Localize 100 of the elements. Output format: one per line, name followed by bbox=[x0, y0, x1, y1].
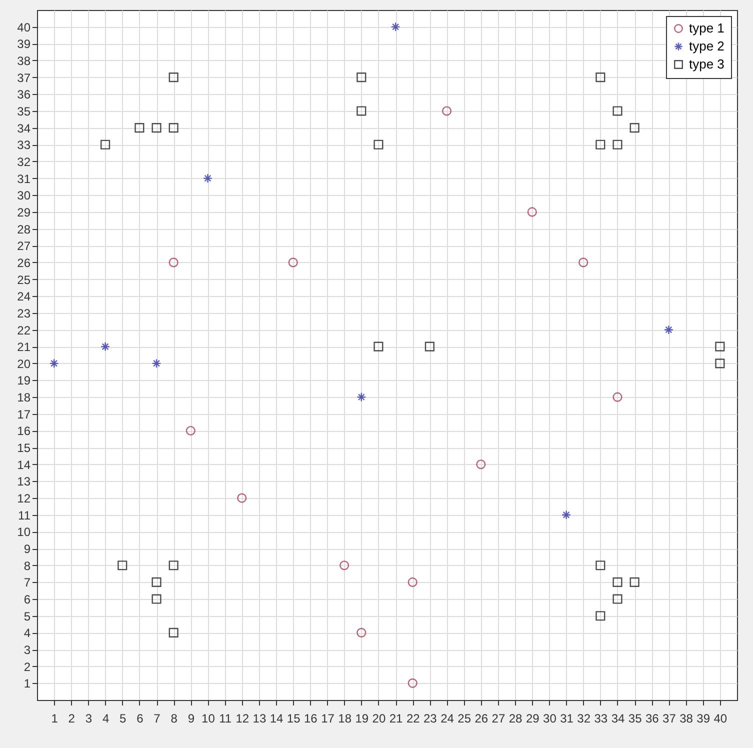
point bbox=[442, 106, 452, 116]
x-tick-label: 3 bbox=[85, 712, 92, 726]
point bbox=[612, 140, 622, 150]
y-tick-label: 28 bbox=[17, 222, 31, 236]
x-tick-label: 9 bbox=[188, 712, 195, 726]
x-tick-label: 24 bbox=[440, 712, 454, 726]
x-tick-label: 37 bbox=[662, 712, 676, 726]
y-tick-label: 1 bbox=[24, 676, 31, 691]
point bbox=[49, 358, 59, 368]
x-tick-label: 25 bbox=[458, 712, 472, 726]
point bbox=[612, 106, 622, 116]
point bbox=[100, 342, 110, 352]
y-tick-label: 21 bbox=[17, 340, 31, 354]
point bbox=[168, 123, 178, 133]
point bbox=[476, 460, 486, 470]
y-tick-label: 24 bbox=[17, 290, 31, 304]
x-tick-label: 27 bbox=[492, 712, 506, 726]
point bbox=[578, 258, 588, 268]
point bbox=[168, 72, 178, 82]
point bbox=[152, 577, 162, 587]
point bbox=[134, 123, 144, 133]
point bbox=[424, 342, 434, 352]
y-tick-label: 40 bbox=[17, 20, 31, 34]
y-tick-label: 36 bbox=[17, 88, 31, 102]
y-tick-label: 12 bbox=[17, 492, 31, 506]
y-tick-label: 7 bbox=[24, 576, 31, 590]
point bbox=[202, 174, 213, 184]
x-tick-label: 31 bbox=[560, 712, 574, 726]
point bbox=[356, 628, 366, 638]
point bbox=[630, 577, 640, 587]
y-tick-label: 5 bbox=[24, 609, 31, 624]
y-tick-label: 26 bbox=[17, 256, 31, 270]
point bbox=[561, 510, 572, 520]
point bbox=[168, 628, 178, 638]
point bbox=[596, 140, 606, 150]
y-tick-label: 33 bbox=[17, 138, 31, 152]
x-tick-label: 20 bbox=[372, 712, 386, 726]
y-tick-label: 31 bbox=[17, 172, 31, 186]
x-tick-label: 12 bbox=[236, 712, 250, 726]
x-tick-label: 30 bbox=[543, 712, 557, 726]
y-tick-label: 23 bbox=[17, 306, 31, 320]
x-tick-label: 26 bbox=[474, 712, 488, 726]
point bbox=[612, 594, 622, 604]
point bbox=[118, 560, 128, 570]
point bbox=[168, 258, 178, 268]
point bbox=[356, 392, 366, 402]
y-tick-label: 27 bbox=[17, 239, 31, 254]
y-tick-label: 10 bbox=[17, 525, 31, 540]
x-tick-label: 7 bbox=[154, 712, 161, 726]
x-tick-label: 4 bbox=[102, 712, 110, 726]
y-tick-label: 34 bbox=[17, 121, 31, 136]
point bbox=[374, 342, 384, 352]
y-tick-label: 3 bbox=[24, 643, 31, 658]
y-tick-label: 39 bbox=[17, 37, 31, 52]
point bbox=[390, 22, 400, 32]
point bbox=[612, 392, 622, 402]
legend-label: type 1 bbox=[689, 20, 724, 36]
x-tick-label: 11 bbox=[219, 712, 232, 726]
x-tick-label: 13 bbox=[252, 712, 266, 726]
y-tick-label: 14 bbox=[17, 458, 31, 472]
y-tick-label: 11 bbox=[18, 508, 31, 522]
x-tick-label: 17 bbox=[321, 712, 335, 726]
y-tick-label: 17 bbox=[17, 407, 31, 422]
y-tick-label: 30 bbox=[17, 188, 31, 203]
x-tick-label: 23 bbox=[424, 712, 438, 726]
y-tick-label: 20 bbox=[17, 356, 31, 371]
point bbox=[664, 324, 674, 335]
point bbox=[186, 426, 196, 436]
legend-label: type 3 bbox=[689, 56, 724, 72]
y-tick-label: 32 bbox=[17, 154, 31, 169]
y-tick-label: 19 bbox=[17, 374, 31, 388]
x-tick-label: 15 bbox=[286, 712, 301, 726]
y-tick-label: 15 bbox=[17, 441, 31, 456]
point bbox=[527, 207, 537, 217]
x-tick-label: 40 bbox=[714, 712, 728, 726]
y-tick-label: 35 bbox=[17, 104, 31, 118]
point bbox=[152, 358, 162, 368]
point bbox=[596, 72, 606, 82]
point bbox=[288, 258, 298, 268]
point bbox=[356, 106, 366, 116]
y-tick-label: 25 bbox=[17, 272, 31, 287]
point bbox=[152, 123, 162, 133]
point bbox=[630, 123, 640, 133]
y-tick-label: 9 bbox=[24, 542, 31, 556]
x-tick-label: 38 bbox=[680, 712, 694, 726]
point bbox=[408, 678, 418, 688]
point bbox=[152, 594, 162, 604]
x-tick-label: 19 bbox=[355, 712, 369, 726]
point bbox=[356, 72, 366, 82]
point bbox=[612, 577, 622, 587]
x-tick-label: 1 bbox=[51, 712, 58, 726]
x-tick-label: 33 bbox=[594, 712, 608, 726]
x-tick-label: 10 bbox=[202, 712, 216, 726]
point bbox=[715, 342, 725, 352]
x-tick-label: 36 bbox=[645, 712, 660, 726]
y-tick-label: 6 bbox=[24, 592, 31, 607]
x-tick-label: 5 bbox=[120, 712, 127, 726]
point bbox=[168, 560, 178, 570]
x-tick-label: 21 bbox=[389, 712, 404, 726]
x-tick-label: 39 bbox=[696, 712, 710, 726]
